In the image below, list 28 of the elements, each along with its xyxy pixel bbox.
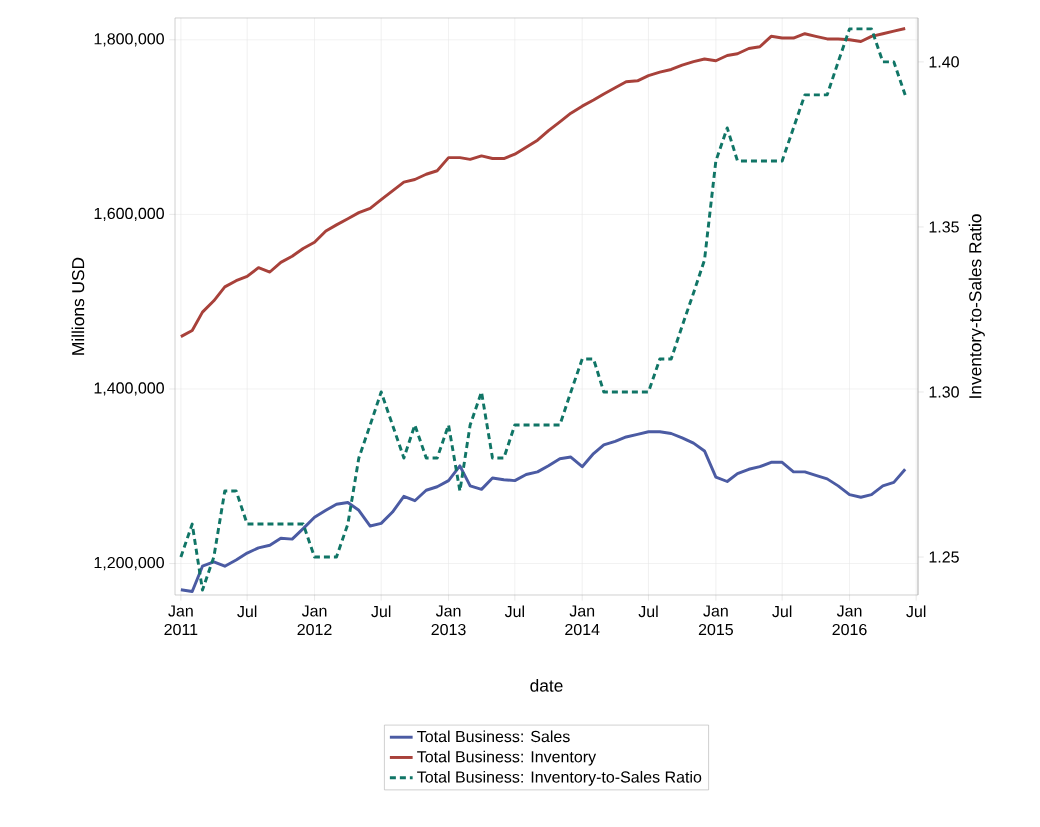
line-series — [179, 430, 907, 593]
x-tick-label: Jan 2016 — [832, 605, 867, 636]
legend-label: Total Business: Sales — [417, 730, 570, 743]
x-tick-label: Jul — [906, 605, 926, 618]
legend-label: Total Business: Inventory — [417, 750, 597, 766]
line-series — [179, 26, 907, 339]
x-tick-label: Jul — [504, 605, 524, 618]
legend-label: Total Business: Inventory-to-Sales Ratio — [417, 770, 702, 786]
x-tick-label: Jan 2011 — [164, 605, 198, 636]
y-axis-title: Millions USD — [71, 257, 85, 355]
y2-tick-label: 1.35 — [929, 221, 959, 233]
x-axis-title: date — [530, 679, 563, 692]
x-tick-label: Jan 2014 — [565, 605, 600, 636]
x-tick-label: Jul — [772, 605, 792, 618]
x-tick-label: Jul — [371, 605, 391, 618]
x-tick-label: Jul — [237, 605, 257, 618]
y-tick-label: 1,200,000 — [94, 556, 164, 571]
y2-axis-title: Inventory-to-Sales Ratio — [968, 214, 985, 398]
x-tick-label: Jul — [638, 605, 658, 618]
y-tick-label: 1,400,000 — [94, 382, 164, 396]
x-tick-label: Jan 2013 — [431, 605, 466, 636]
y2-tick-label: 1.25 — [929, 551, 959, 563]
y-tick-label: 1,600,000 — [94, 207, 164, 221]
y-tick-label: 1,800,000 — [94, 33, 164, 47]
x-tick-label: Jan 2015 — [698, 605, 733, 636]
y2-tick-label: 1.30 — [929, 386, 959, 398]
y2-tick-label: 1.40 — [929, 56, 959, 68]
x-tick-label: Jan 2012 — [297, 605, 332, 636]
